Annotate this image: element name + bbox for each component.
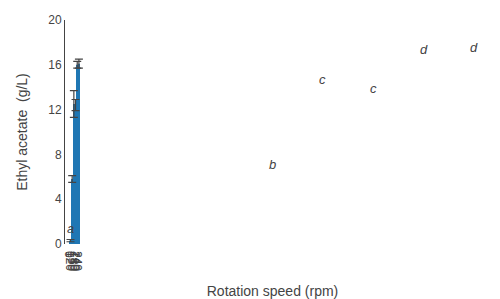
svg-text:0: 0	[62, 251, 76, 258]
svg-text:Ethyl acetate (g/L): Ethyl acetate (g/L)	[14, 73, 30, 191]
svg-text:240: 240	[70, 251, 84, 271]
svg-text:0: 0	[55, 237, 62, 251]
svg-text:12: 12	[48, 103, 62, 117]
svg-text:4: 4	[55, 192, 62, 206]
svg-text:d: d	[420, 42, 428, 57]
svg-text:180: 180	[67, 251, 81, 271]
svg-text:b: b	[269, 157, 276, 172]
svg-text:8: 8	[55, 148, 62, 162]
svg-text:d: d	[470, 40, 478, 55]
svg-text:a: a	[67, 221, 74, 236]
svg-text:c: c	[370, 81, 377, 96]
svg-text:c: c	[319, 72, 326, 87]
svg-text:Rotation speed (rpm): Rotation speed (rpm)	[207, 283, 339, 299]
svg-text:20: 20	[48, 13, 62, 27]
svg-text:16: 16	[48, 58, 62, 72]
svg-text:210: 210	[68, 251, 82, 271]
svg-text:120: 120	[63, 251, 77, 271]
svg-text:150: 150	[65, 251, 79, 271]
